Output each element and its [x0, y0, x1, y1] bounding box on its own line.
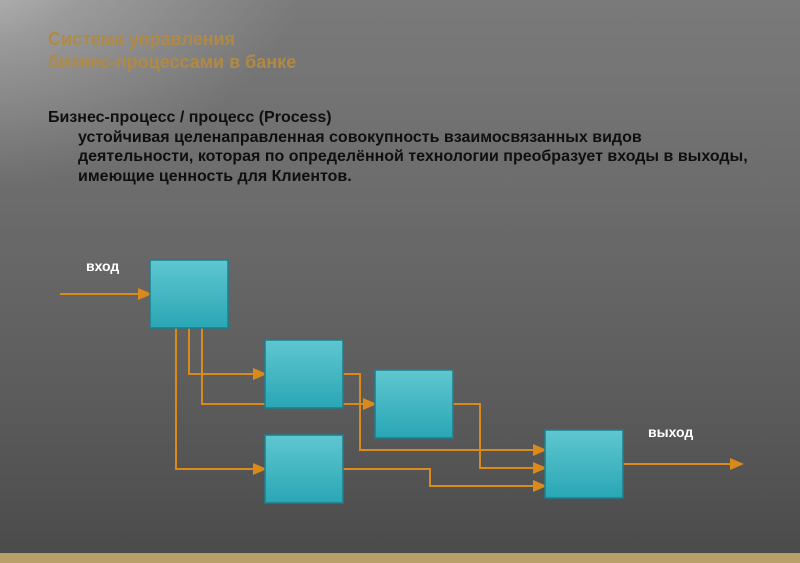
process-node	[265, 435, 343, 503]
edge	[453, 404, 545, 468]
body-heading: Бизнес-процесс / процесс (Process)	[48, 109, 332, 126]
footer-bar	[0, 553, 800, 563]
edge	[343, 374, 545, 450]
slide: Система управления бизнес-процессами в б…	[0, 0, 800, 563]
edges	[60, 294, 742, 486]
title-line1: Система управления	[48, 29, 235, 49]
process-node	[265, 340, 343, 408]
edge	[202, 328, 375, 404]
slide-title: Система управления бизнес-процессами в б…	[48, 28, 296, 73]
body-text: Бизнес-процесс / процесс (Process) устой…	[48, 108, 748, 186]
process-node	[545, 430, 623, 498]
process-diagram	[0, 0, 800, 563]
body-paragraph: устойчивая целенаправленная совокупность…	[48, 128, 748, 187]
edge	[189, 328, 265, 374]
output-label: выход	[648, 424, 693, 440]
title-line2: бизнес-процессами в банке	[48, 52, 296, 72]
nodes	[150, 260, 623, 503]
input-label: вход	[86, 258, 119, 274]
process-node	[375, 370, 453, 438]
edge	[343, 469, 545, 486]
edge	[176, 328, 265, 469]
process-node	[150, 260, 228, 328]
